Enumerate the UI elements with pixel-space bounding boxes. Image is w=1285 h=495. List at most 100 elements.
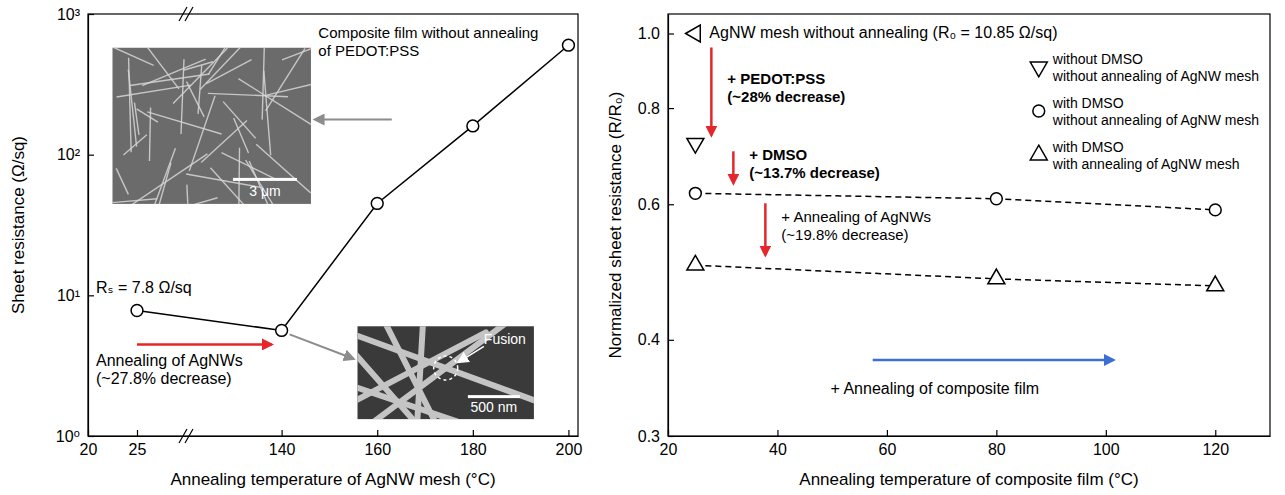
tick: 0.4: [638, 331, 674, 348]
data-point: [687, 255, 704, 270]
sem-wire: [180, 198, 217, 204]
sem-wire: [238, 79, 311, 129]
sem-wire: [246, 160, 292, 204]
tick: 40: [769, 430, 787, 458]
data-point: [467, 120, 479, 132]
y-axis-line: [88, 15, 89, 437]
tick-label: 0.8: [638, 100, 660, 117]
annotation: Annealing of AgNWs(~27.8% decrease): [96, 352, 243, 387]
tick: 10²: [57, 146, 94, 163]
sem-wire: [208, 48, 230, 75]
annotation-line: (~19.8% decrease): [781, 226, 908, 243]
annotation: + DMSO(~13.7% decrease): [749, 146, 880, 181]
annotation: 500 nm: [471, 399, 518, 415]
sem-wire: [198, 65, 202, 113]
tick: 160: [364, 430, 391, 458]
tick-mark: [377, 430, 378, 436]
sem-wire: [147, 112, 221, 134]
y-axis: 10⁰ 10¹ 10² 10³: [56, 6, 94, 445]
tick-mark: [473, 430, 474, 436]
sem-wires: [113, 48, 311, 204]
tick: 1.0: [638, 25, 674, 42]
tick-mark: [282, 430, 283, 436]
tick-label: 180: [460, 441, 487, 458]
tick-mark: [887, 430, 888, 436]
sem-wire: [262, 48, 264, 120]
series-line: [695, 265, 1215, 286]
tick-mark: [88, 14, 94, 15]
series-line: [695, 193, 1215, 210]
annotation-line: (~28% decrease): [727, 88, 845, 105]
tick-label: 10⁰: [56, 428, 80, 445]
tick-label: 1.0: [638, 25, 660, 42]
tick: 10¹: [57, 287, 94, 304]
panel-right: 204060801001200.30.40.60.81.0AgNW mesh w…: [606, 14, 1271, 489]
tick-mark: [1215, 430, 1216, 436]
arrow: [315, 119, 392, 121]
tick: 10³: [57, 6, 94, 23]
tick-label: 140: [269, 441, 296, 458]
sem-wire: [234, 118, 249, 153]
sem-image: 3 μm: [82, 23, 348, 234]
plot-frame: [88, 14, 578, 436]
tick-mark: [996, 430, 997, 436]
x-axis-title: Annealing temperature of AgNW mesh (°C): [170, 470, 495, 489]
sem-background: [113, 48, 311, 204]
annotation-line: Fusion: [484, 331, 526, 347]
sem-wire: [129, 154, 207, 204]
tick-mark: [88, 155, 94, 156]
sem-wire: [149, 107, 150, 161]
y-axis-line: [668, 15, 669, 437]
plot-area: [131, 39, 574, 336]
annotation-line: Annealing of AgNWs: [96, 352, 243, 369]
annotation: Composite film without annealingof PEDOT…: [318, 24, 538, 59]
tick-label: 0.6: [638, 196, 660, 213]
data-point: [276, 325, 288, 337]
data-point: [563, 39, 575, 51]
x-axis: 20406080100120: [660, 430, 1271, 458]
sem-wire: [223, 102, 255, 139]
annotation-line: + PEDOT:PSS: [727, 70, 825, 87]
tick-label: 20: [80, 441, 98, 458]
tick-mark: [88, 295, 94, 296]
data-point: [686, 25, 701, 42]
legend-label-line: with DMSO: [1052, 139, 1124, 155]
annotation: + Annealing of AgNWs(~19.8% decrease): [781, 208, 931, 243]
annotation-line: + Annealing of composite film: [831, 380, 1040, 397]
sem-wire: [129, 58, 132, 152]
scale-bar: [233, 178, 297, 181]
sem-wire: [200, 48, 257, 90]
tick: 0.6: [638, 196, 674, 213]
arrow: [459, 346, 484, 362]
sem-wire: [130, 74, 210, 85]
annotation-line: (~13.7% decrease): [749, 164, 880, 181]
data-point: [371, 198, 383, 210]
tick-mark: [88, 436, 94, 437]
annotation-line: of PEDOT:PSS: [318, 42, 419, 59]
legend: without DMSOwithout annealing of AgNW me…: [1030, 51, 1259, 172]
tick: 200: [556, 430, 583, 458]
tick-mark: [777, 430, 778, 436]
tick-label: 10³: [57, 6, 81, 23]
tick-mark: [568, 430, 569, 436]
tick-label: 25: [129, 441, 147, 458]
scale-bar: [468, 395, 520, 398]
tick: 100: [1093, 430, 1120, 458]
tick-label: 80: [988, 441, 1006, 458]
annotation-line: 500 nm: [471, 399, 518, 415]
tick-label: 10²: [57, 146, 81, 163]
legend-marker: [1030, 145, 1047, 160]
annotation: AgNW mesh without annealing (R₀ = 10.85 …: [709, 24, 1057, 41]
sem-wire: [206, 60, 251, 84]
legend-label: with DMSOwithout annealing of AgNW mesh: [1052, 95, 1259, 128]
tick: 10⁰: [56, 428, 94, 445]
tick-label: 20: [660, 441, 678, 458]
sem-image: Fusion 500 nm: [249, 229, 567, 495]
sem-wire: [413, 326, 428, 419]
annotation-line: AgNW mesh without annealing (R₀ = 10.85 …: [709, 24, 1057, 41]
legend-label-line: without annealing of AgNW mesh: [1052, 68, 1259, 84]
arrow: [710, 47, 713, 135]
annotation-line: 3 μm: [249, 183, 280, 199]
axis-break: [185, 7, 193, 21]
tick: 25: [129, 430, 147, 458]
